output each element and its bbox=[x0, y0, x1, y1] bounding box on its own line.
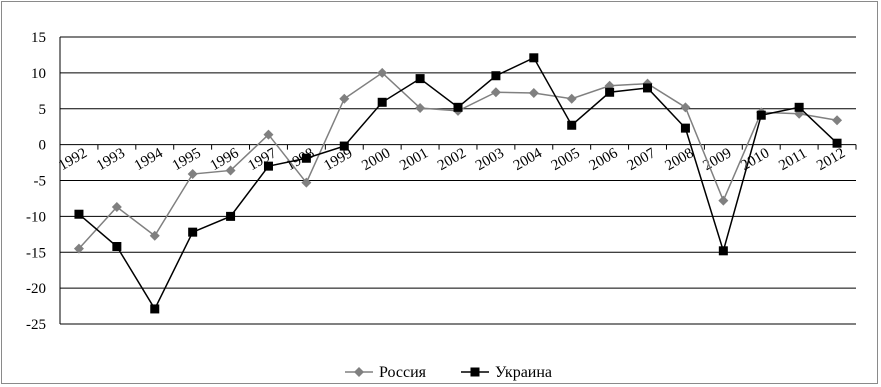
data-point-diamond bbox=[718, 195, 729, 206]
x-tick-label: 1995 bbox=[170, 145, 204, 174]
data-point-square bbox=[339, 141, 349, 151]
data-point-square bbox=[794, 102, 804, 112]
x-tick-label: 2005 bbox=[549, 145, 583, 174]
x-tick-label: 2010 bbox=[738, 145, 772, 174]
data-point-diamond bbox=[339, 93, 350, 104]
data-point-diamond bbox=[354, 367, 364, 377]
data-point-square bbox=[680, 123, 690, 133]
y-tick-label: 10 bbox=[31, 66, 46, 82]
data-point-square bbox=[529, 53, 539, 63]
x-tick-label: 1999 bbox=[321, 145, 355, 174]
data-point-square bbox=[415, 74, 425, 84]
data-point-diamond bbox=[225, 165, 236, 176]
data-point-diamond bbox=[832, 115, 843, 126]
y-tick-label: 0 bbox=[39, 138, 47, 154]
x-tick-label: 1996 bbox=[208, 145, 242, 174]
legend-label: Россия bbox=[379, 364, 427, 381]
data-point-diamond bbox=[415, 103, 426, 114]
x-tick-label: 2012 bbox=[814, 145, 848, 174]
x-tick-label: 2004 bbox=[511, 145, 545, 174]
data-point-diamond bbox=[377, 67, 388, 78]
legend-item: Россия bbox=[345, 364, 427, 381]
y-tick-label: -15 bbox=[26, 245, 46, 261]
gridlines bbox=[59, 36, 856, 325]
x-tick-label: 1992 bbox=[56, 145, 90, 174]
data-point-square bbox=[112, 242, 122, 252]
x-tick-label: 1994 bbox=[132, 145, 166, 174]
data-point-diamond bbox=[111, 202, 122, 213]
data-point-diamond bbox=[566, 93, 577, 104]
data-point-diamond bbox=[490, 87, 501, 98]
legend-item: Украина bbox=[461, 364, 552, 381]
data-point-diamond bbox=[301, 177, 312, 188]
data-point-square bbox=[491, 71, 501, 81]
data-point-square bbox=[832, 138, 842, 148]
data-point-square bbox=[643, 83, 653, 93]
series-line bbox=[78, 56, 838, 311]
x-tick-label: 2003 bbox=[473, 145, 507, 174]
y-tick-label: -5 bbox=[34, 174, 47, 190]
x-tick-label: 2000 bbox=[359, 145, 393, 174]
data-point-square bbox=[301, 153, 311, 163]
y-tick-label: 15 bbox=[31, 30, 46, 46]
x-tick-label: 2007 bbox=[625, 145, 659, 174]
data-point-diamond bbox=[263, 129, 274, 140]
data-point-diamond bbox=[528, 87, 539, 98]
data-point-square bbox=[718, 246, 728, 256]
data-point-diamond bbox=[149, 230, 160, 241]
x-tick-label: 2009 bbox=[700, 145, 734, 174]
x-tick-label: 1993 bbox=[94, 145, 128, 174]
data-point-square bbox=[453, 102, 463, 112]
series-layer bbox=[73, 53, 843, 314]
x-tick-label: 2002 bbox=[435, 145, 469, 174]
x-tick-label: 1997 bbox=[246, 145, 280, 174]
data-point-square bbox=[567, 120, 577, 130]
series-ukraine bbox=[74, 53, 842, 314]
data-point-diamond bbox=[680, 102, 691, 113]
data-point-square bbox=[756, 110, 766, 120]
data-point-square bbox=[74, 209, 84, 219]
data-point-square bbox=[605, 87, 615, 97]
data-point-square bbox=[188, 227, 198, 237]
data-point-square bbox=[377, 97, 387, 107]
data-point-square bbox=[150, 304, 160, 314]
data-point-square bbox=[470, 367, 480, 377]
y-tick-label: -20 bbox=[26, 281, 46, 297]
y-tick-label: 5 bbox=[39, 102, 47, 118]
x-tick-label: 2001 bbox=[397, 145, 431, 174]
legend-label: Украина bbox=[495, 364, 552, 381]
y-tick-label: -10 bbox=[26, 209, 46, 225]
legend: Россия Украина bbox=[345, 364, 552, 381]
y-axis-ticks: 15 10 5 0 -5 -10 -15 -20 -25 bbox=[26, 30, 46, 333]
x-tick-label: 2006 bbox=[587, 145, 621, 174]
data-point-diamond bbox=[187, 169, 198, 180]
x-tick-label: 2011 bbox=[776, 146, 810, 175]
y-tick-label: -25 bbox=[26, 317, 46, 333]
data-point-square bbox=[263, 161, 273, 171]
data-point-diamond bbox=[73, 243, 84, 254]
data-point-square bbox=[226, 211, 236, 221]
